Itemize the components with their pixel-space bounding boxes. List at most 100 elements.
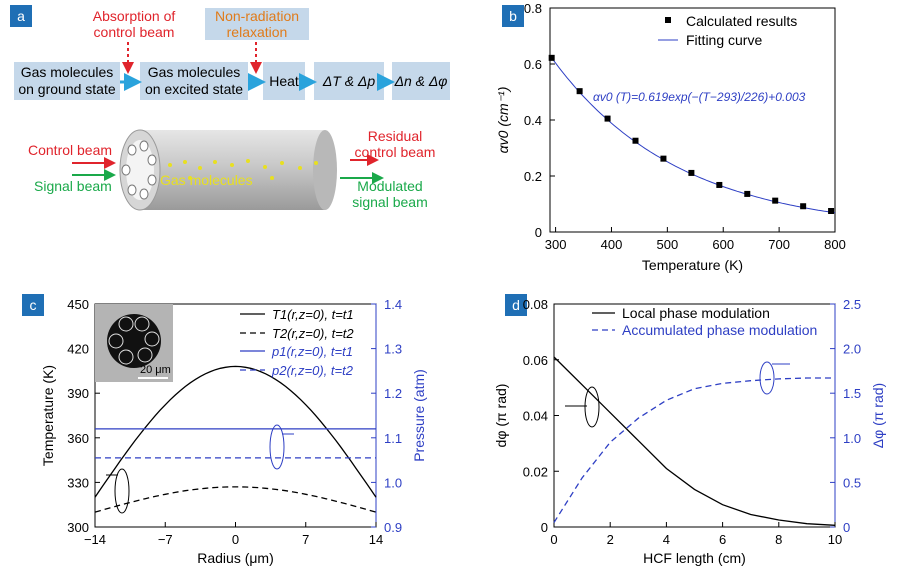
data-point-b xyxy=(800,203,807,210)
y-tick-label-right-d: 0.5 xyxy=(843,475,861,490)
data-point-b xyxy=(576,88,583,95)
x-tick-label-c: 0 xyxy=(232,532,239,547)
y-tick-label-left-d: 0 xyxy=(541,520,548,535)
y-tick-label-right-d: 1.5 xyxy=(843,386,861,401)
x-tick-label-c: −14 xyxy=(84,532,106,547)
x-tick-label-d: 10 xyxy=(828,532,842,547)
x-tick-label-d: 0 xyxy=(550,532,557,547)
x-tick-label-d: 8 xyxy=(775,532,782,547)
legend-label-accum-d: Accumulated phase modulation xyxy=(622,322,817,338)
local-phase-curve-d xyxy=(553,356,836,526)
y-tick-label-left-d: 0.02 xyxy=(523,464,548,479)
data-point-b xyxy=(604,115,611,122)
data-point-b xyxy=(716,181,723,188)
data-point-b xyxy=(744,190,751,197)
fit-equation-b: αv0 (T)=0.619exp(−(T−293)/226)+0.003 xyxy=(593,90,806,104)
legend-label-points-b: Calculated results xyxy=(686,13,797,29)
panel-a: a Absorption of control beam Non-radiati… xyxy=(0,0,450,284)
inset-capillary-c xyxy=(118,316,134,332)
chart-b: 300 400 500 600 700 800 0 0.2 0.4 0.6 0.8 Temperatu… xyxy=(495,1,846,273)
x-axis-label-d: HCF length (cm) xyxy=(643,550,746,566)
x-tick-label-d: 6 xyxy=(719,532,726,547)
y-tick-label-right-c: 1.0 xyxy=(384,475,402,490)
inset-capillary-c xyxy=(137,347,153,363)
data-point-b xyxy=(688,169,695,176)
box-ground-line2: on ground state xyxy=(18,81,116,97)
y-tick-label-b: 0 xyxy=(535,225,542,240)
y-tick-label-right-d: 1.0 xyxy=(843,431,861,446)
modulated-line2: signal beam xyxy=(352,194,428,210)
data-point-b xyxy=(548,54,555,61)
y-tick-label-b: 0.8 xyxy=(524,1,542,16)
y-tick-label-left-d: 0.06 xyxy=(523,353,548,368)
absorption-label: Absorption of control beam xyxy=(78,8,190,40)
y-tick-label-right-c: 0.9 xyxy=(384,520,402,535)
x-axis-label-b: Temperature (K) xyxy=(642,257,743,273)
panel-c: c −14 −7 0 7 14 300 330 360 390 420 450 0.9 1.0 1.1 1.… xyxy=(0,284,450,568)
x-tick-label-b: 800 xyxy=(824,237,846,252)
temp-curve-t1-c xyxy=(94,365,377,498)
y-tick-label-right-d: 0 xyxy=(843,520,850,535)
box-dn-dphi: Δn & Δφ xyxy=(392,62,450,100)
fiber-body xyxy=(140,130,325,210)
y-tick-label-b: 0.6 xyxy=(524,57,542,72)
x-tick-label-d: 2 xyxy=(607,532,614,547)
y-tick-label-left-c: 420 xyxy=(67,342,89,357)
annotation-oval-left-c xyxy=(114,468,130,514)
y-tick-label-left-c: 390 xyxy=(67,386,89,401)
accumulated-phase-curve-d xyxy=(553,377,835,523)
annotation-oval-left-d xyxy=(584,386,600,428)
y-tick-label-b: 0.4 xyxy=(524,113,542,128)
data-point-b xyxy=(772,197,779,204)
x-tick-label-b: 300 xyxy=(545,237,567,252)
panel-d-tag: d xyxy=(505,294,527,316)
x-tick-label-b: 400 xyxy=(601,237,623,252)
fiber-end-left xyxy=(119,129,161,211)
box-ground-line1: Gas molecules xyxy=(20,64,114,80)
x-tick-label-c: −7 xyxy=(158,532,173,547)
box-dt-dp: ΔT & Δp xyxy=(314,62,384,100)
temp-curve-t2-c xyxy=(94,486,377,513)
data-point-b xyxy=(828,208,835,214)
residual-label: Residual control beam xyxy=(340,128,450,160)
inset-capillary-c xyxy=(134,316,150,332)
panel-a-tag: a xyxy=(10,5,32,27)
y-tick-label-right-c: 1.1 xyxy=(384,431,402,446)
y-axis-label-right-d: Δφ (π rad) xyxy=(870,383,886,448)
y-tick-label-left-d: 0.04 xyxy=(523,409,548,424)
gas-molecules-label: Gas molecules xyxy=(160,172,253,188)
relaxation-label: Non-radiation relaxation xyxy=(205,8,309,40)
panel-b: b 300 400 500 600 700 800 0 0.2 0.4 0.6 0.8 Tempera… xyxy=(450,0,900,284)
fiber-end-right xyxy=(313,130,337,210)
legend-label-c-1: T2(r,z=0), t=t2 xyxy=(272,326,354,341)
annotation-oval-right-d xyxy=(759,361,775,395)
x-tick-label-c: 7 xyxy=(302,532,309,547)
x-tick-label-b: 700 xyxy=(768,237,790,252)
legend-marker-points-b xyxy=(665,17,671,23)
y-tick-label-left-c: 360 xyxy=(67,431,89,446)
y-tick-label-right-c: 1.2 xyxy=(384,386,402,401)
y-tick-label-right-d: 2.5 xyxy=(843,297,861,312)
modulated-label: Modulated signal beam xyxy=(340,178,440,210)
y-tick-label-b: 0.2 xyxy=(524,169,542,184)
legend-label-c-3: p2(r,z=0), t=t2 xyxy=(271,363,354,378)
box-excited-line2: on excited state xyxy=(144,81,244,97)
y-axis-label-left-d: dφ (π rad) xyxy=(493,384,509,448)
x-tick-label-b: 500 xyxy=(657,237,679,252)
y-tick-label-right-c: 1.3 xyxy=(384,342,402,357)
inset-capillary-c xyxy=(108,333,124,349)
modulated-line1: Modulated xyxy=(357,178,423,194)
x-tick-label-d: 4 xyxy=(663,532,670,547)
chart-c: −14 −7 0 7 14 300 330 360 390 420 450 0.9 1.0 1.1 1.2 1… xyxy=(40,297,427,566)
inset-scale-label-c: 20 μm xyxy=(140,364,171,376)
legend-label-c-0: T1(r,z=0), t=t1 xyxy=(272,307,354,322)
chart-d: 0 2 4 6 8 1000.020.040.060.0800.51.01.52.02.5… xyxy=(493,297,886,566)
signal-beam-label: Signal beam xyxy=(34,178,112,194)
box-excited-state: Gas molecules on excited state xyxy=(140,62,248,100)
y-tick-label-right-d: 2.0 xyxy=(843,342,861,357)
panel-b-tag: b xyxy=(502,5,524,27)
relaxation-label-line1: Non-radiation xyxy=(214,8,300,24)
panel-d: d 0 2 4 6 8 10 0 0.02 0.04 0.06 0.08 0 0.5 1.0 1.5 2.0 2… xyxy=(450,284,900,568)
inset-capillary-c xyxy=(144,331,160,347)
legend-label-c-2: p1(r,z=0), t=t1 xyxy=(271,344,353,359)
